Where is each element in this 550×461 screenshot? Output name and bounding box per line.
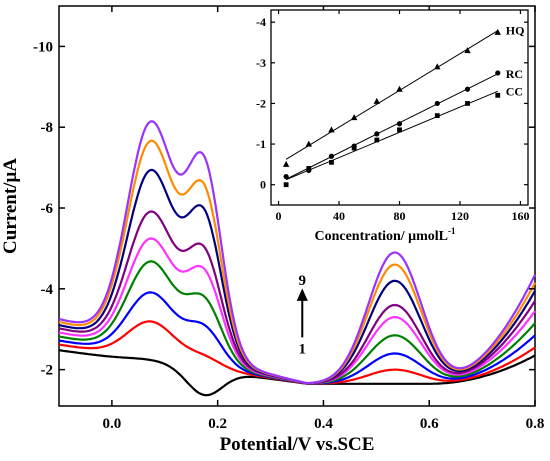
main-plot-frame xyxy=(58,5,536,407)
y-tick-label: -2 xyxy=(41,363,54,379)
main-plot: 0.0 0.2 0.4 0.6 0.8-2-4-6-8-10 Potential/V v… xyxy=(0,5,544,455)
series-label-hq: HQ xyxy=(506,24,525,38)
inset-x-tick-label: 40 xyxy=(333,209,345,223)
data-point-cc xyxy=(283,182,289,188)
inset-plot-frame xyxy=(270,9,529,206)
data-point-cc xyxy=(374,137,380,143)
data-point-hq xyxy=(464,47,471,54)
voltammogram-curve-4 xyxy=(58,260,536,385)
y-tick-label: -6 xyxy=(41,201,54,217)
up-arrow-icon xyxy=(296,288,308,338)
y-tick-label: -8 xyxy=(41,120,54,136)
data-point-hq xyxy=(494,28,501,35)
x-tick-label: 0.2 xyxy=(208,416,227,432)
inset-x-tick-label: 0 xyxy=(276,209,282,223)
data-point-hq xyxy=(282,160,290,167)
series-label-rc: RC xyxy=(506,67,523,81)
data-point-hq xyxy=(396,85,403,92)
data-point-rc xyxy=(328,153,335,159)
data-point-rc xyxy=(374,131,380,137)
data-point-cc xyxy=(306,166,312,171)
x-tick-label: 0.6 xyxy=(420,416,439,432)
data-point-hq xyxy=(350,114,358,121)
inset-ticks-group: 0 40 80 120 160 0 -1 -2 -3 -4 xyxy=(256,10,529,223)
data-point-cc xyxy=(434,113,440,119)
data-point-rc xyxy=(495,70,501,76)
fit-line-rc xyxy=(285,73,498,180)
data-point-rc xyxy=(283,173,289,180)
inset-x-axis-label: Concentration/ μmolL-1 xyxy=(314,226,456,244)
data-point-rc xyxy=(434,100,440,107)
inset-x-tick-label: 160 xyxy=(511,209,529,223)
main-ticks-group: 0.0 0.2 0.4 0.6 0.8-2-4-6-8-10 xyxy=(33,6,544,432)
inset-plot: HQ RC CC 0 40 80 120 160 0 -1 -2 -3 -4 Concentratio… xyxy=(256,9,529,244)
fit-line-cc xyxy=(285,90,498,181)
inset-y-tick-label: -4 xyxy=(256,15,266,29)
trend-annotation: 9 1 xyxy=(296,273,308,357)
series-label-cc: CC xyxy=(506,84,523,98)
data-point-hq xyxy=(328,126,335,133)
data-point-hq xyxy=(373,97,381,104)
arrow-bottom-label: 1 xyxy=(299,341,307,357)
x-tick-label: 0.0 xyxy=(103,416,122,432)
data-point-cc xyxy=(465,101,470,106)
x-axis-label: Potential/V vs.SCE xyxy=(220,434,375,455)
inset-y-tick-label: -1 xyxy=(256,137,266,151)
y-tick-label: -10 xyxy=(33,39,53,55)
y-tick-label: -4 xyxy=(41,282,54,298)
inset-y-tick-label: 0 xyxy=(260,178,266,192)
data-point-hq xyxy=(305,140,312,147)
inset-x-tick-label: 80 xyxy=(394,209,406,223)
inset-series-group: HQ RC CC xyxy=(282,24,525,188)
arrow-top-label: 9 xyxy=(299,273,307,289)
data-point-cc xyxy=(351,145,357,151)
main-series-group xyxy=(58,120,536,397)
voltammogram-curve-9 xyxy=(58,120,536,385)
data-point-rc xyxy=(464,86,471,92)
data-point-cc xyxy=(397,127,402,133)
inset-y-tick-label: -2 xyxy=(256,96,266,110)
data-point-cc xyxy=(329,159,334,165)
inset-y-tick-label: -3 xyxy=(256,56,266,70)
data-point-rc xyxy=(396,121,403,127)
data-point-cc xyxy=(495,92,501,98)
y-axis-label: Current/μA xyxy=(0,158,21,254)
x-tick-label: 0.8 xyxy=(526,416,545,432)
inset-x-tick-label: 120 xyxy=(451,209,469,223)
x-tick-label: 0.4 xyxy=(314,416,333,432)
fit-line-hq xyxy=(285,30,499,160)
data-point-hq xyxy=(434,63,441,70)
